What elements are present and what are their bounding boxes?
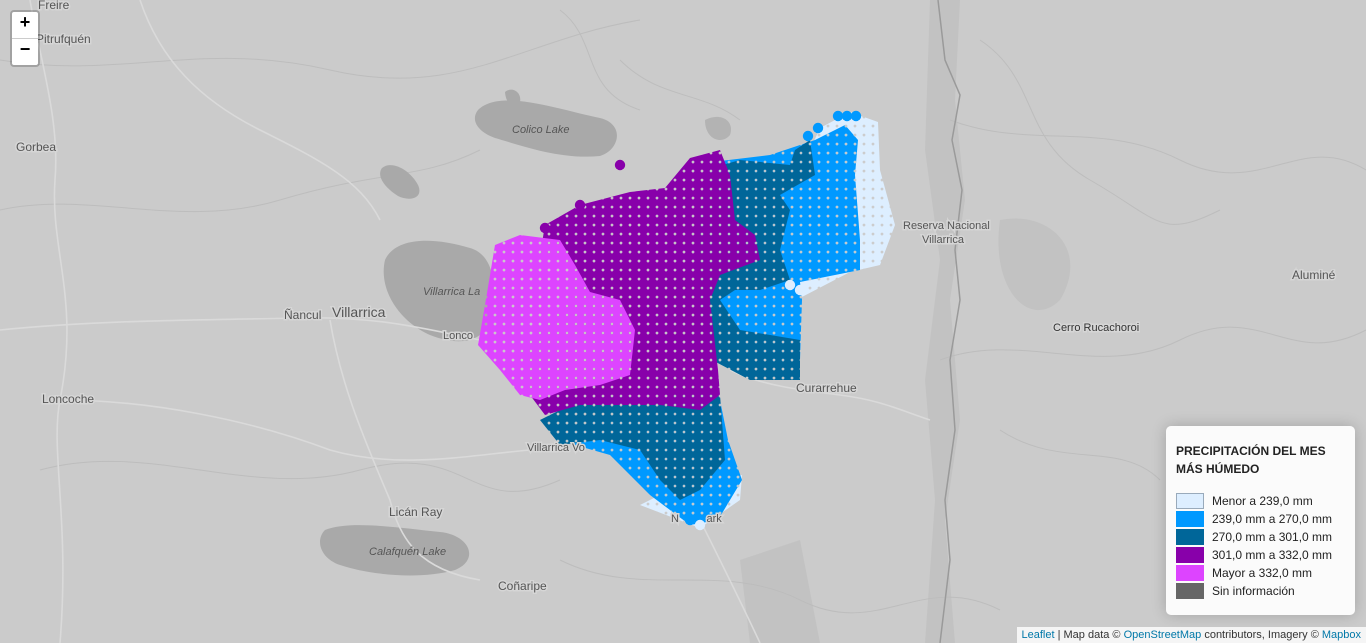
zoom-out-button[interactable]: − [19,39,31,59]
osm-link[interactable]: OpenStreetMap [1123,629,1202,641]
place-label: Curarrehue [796,381,857,395]
legend-items: Menor a 239,0 mm 239,0 mm a 270,0 mm 270… [1176,492,1345,600]
legend-swatch [1176,511,1204,527]
small-lake [705,116,731,140]
legend-swatch [1176,529,1204,545]
place-label: Aluminé [1292,268,1336,282]
legend-label: 301,0 mm a 332,0 mm [1212,548,1333,562]
place-label: Ñancul [284,308,321,322]
legend: PRECIPITACIÓN DEL MES MÁS HÚMEDO Menor a… [1166,426,1355,615]
legend-item: 270,0 mm a 301,0 mm [1176,528,1345,546]
legend-item: Sin información [1176,582,1345,600]
attribution: Leaflet | Map data © OpenStreetMap contr… [1016,627,1366,643]
water-label: Villarrica La [423,286,480,298]
legend-swatch [1176,493,1204,509]
attribution-text: | Map data © [1054,629,1124,641]
villarrica-lake [383,240,494,342]
place-label: N ark [671,513,722,525]
legend-swatch [1176,583,1204,599]
legend-label: 239,0 mm a 270,0 mm [1212,512,1333,526]
legend-item: 301,0 mm a 332,0 mm [1176,546,1345,564]
place-labels: Freire Pitrufquén Gorbea Colico Lake Vil… [15,0,1338,595]
legend-label: Sin información [1212,584,1295,598]
place-label: Freire [38,0,70,12]
legend-title: PRECIPITACIÓN DEL MES MÁS HÚMEDO [1176,444,1326,476]
place-label: Reserva Nacional [903,220,990,232]
colico-lake [474,100,617,157]
terrain-relief [0,9,1366,614]
legend-item: 239,0 mm a 270,0 mm [1176,510,1345,528]
place-label: Villarrica [332,304,386,320]
place-label: Licán Ray [389,505,442,519]
place-label: Villarrica Vo [527,442,585,454]
mapbox-link[interactable]: Mapbox [1321,629,1361,641]
place-label: Gorbea [16,140,56,154]
legend-swatch [1176,565,1204,581]
legend-swatch [1176,547,1204,563]
legend-label: Mayor a 332,0 mm [1212,566,1313,580]
scattered-dots [539,110,862,531]
place-label: Pitrufquén [36,32,91,46]
place-label: Coñaripe [498,579,547,593]
border-line [937,0,963,643]
attribution-text: contributors, Imagery © [1201,629,1322,641]
small-lake [505,89,521,107]
legend-label: Menor a 239,0 mm [1212,494,1313,508]
terrain-shading [740,0,1071,643]
place-label: Cerro Rucachoroi [1053,322,1139,334]
legend-item: Mayor a 332,0 mm [1176,564,1345,582]
water-label: Calafquén Lake [369,546,446,558]
place-label: Loncoche [42,392,94,406]
zoom-in-button[interactable]: + [12,12,38,39]
legend-label: 270,0 mm a 301,0 mm [1212,530,1333,544]
place-label: Villarrica [922,234,965,246]
place-label: Lonco [443,330,473,342]
roads [0,0,931,643]
zoom-control: + − [10,10,40,67]
leaflet-link[interactable]: Leaflet [1021,629,1055,641]
legend-item: Menor a 239,0 mm [1176,492,1345,510]
water-label: Colico Lake [512,124,569,136]
small-lake [380,165,420,199]
